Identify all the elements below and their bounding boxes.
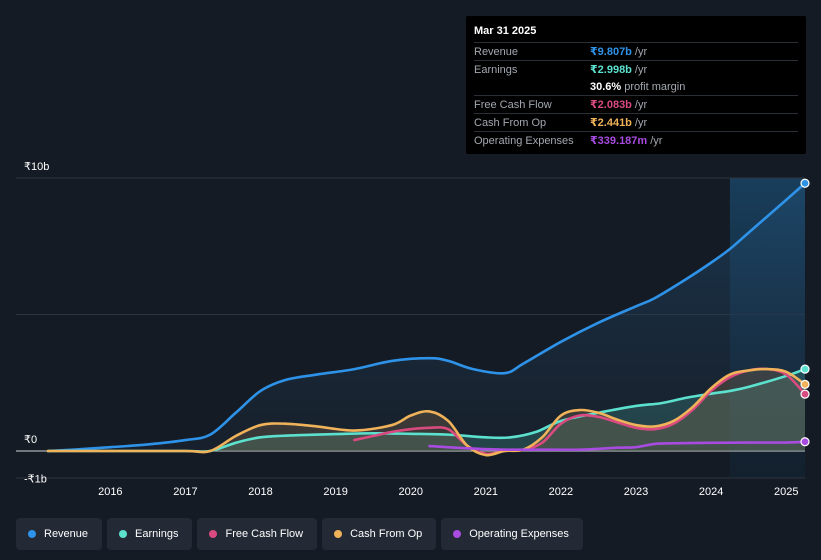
x-tick-label: 2021 (474, 486, 498, 498)
operating-expenses-line (428, 440, 807, 452)
legend-label: Cash From Op (350, 528, 423, 540)
legend-item-revenue[interactable]: Revenue (16, 518, 103, 550)
legend-label: Free Cash Flow (225, 528, 304, 540)
tooltip-value: ₹2.083b (590, 99, 632, 111)
legend-item-cash-from-op[interactable]: Cash From Op (322, 518, 437, 550)
x-tick-label: 2016 (98, 486, 122, 498)
revenue-end-point (800, 178, 810, 188)
legend-item-free-cash-flow[interactable]: Free Cash Flow (197, 518, 318, 550)
tooltip-row-revenue: Revenue ₹9.807b /yr (474, 42, 798, 60)
operating-expenses-end-point (800, 437, 810, 447)
x-tick-label: 2022 (549, 486, 573, 498)
legend-item-operating-expenses[interactable]: Operating Expenses (441, 518, 583, 550)
tooltip-value: 30.6% (590, 80, 622, 93)
tooltip-unit: profit margin (624, 80, 686, 93)
tooltip-unit: /yr (634, 45, 648, 58)
earnings-line (46, 367, 807, 453)
legend: Revenue Earnings Free Cash Flow Cash Fro… (16, 518, 583, 550)
tooltip-label: Operating Expenses (474, 134, 574, 147)
revenue-line (46, 181, 807, 453)
x-tick-label: 2023 (624, 486, 648, 498)
earnings-area (48, 369, 805, 452)
tooltip-unit: /yr (634, 116, 648, 129)
x-tick-label: 2024 (699, 486, 723, 498)
tooltip-value: ₹9.807b (590, 46, 632, 58)
x-tick-label: 2017 (173, 486, 197, 498)
revenue-area (48, 183, 805, 451)
earnings-end-point (800, 364, 810, 374)
tooltip-unit: /yr (650, 134, 663, 147)
tooltip-label: Cash From Op (474, 116, 547, 129)
legend-dot-icon (453, 530, 462, 538)
tooltip-unit: /yr (634, 98, 648, 111)
legend-label: Earnings (135, 528, 179, 540)
tooltip-date: Mar 31 2025 (474, 25, 537, 37)
chart: ₹10b ₹0 -₹1b 2016 2017 2018 2019 2020 2021 2022 20… (16, 161, 810, 498)
y-tick-label: ₹10b (24, 161, 49, 173)
x-tick-label: 2025 (774, 486, 798, 498)
legend-dot-icon (334, 530, 343, 538)
legend-dot-icon (119, 530, 128, 538)
x-tick-label: 2018 (248, 486, 272, 498)
legend-label: Revenue (44, 528, 89, 540)
tooltip-value: ₹2.441b (590, 117, 632, 129)
tooltip-row-operating-expenses: Operating Expenses ₹339.187m /yr (474, 131, 798, 149)
tooltip-value: ₹339.187m (590, 135, 648, 147)
tooltip-label: Free Cash Flow (474, 98, 552, 111)
tooltip-row-earnings: Earnings ₹2.998b /yr (474, 60, 798, 78)
cash-from-op-end-point (800, 379, 810, 389)
free-cash-flow-end-point (800, 389, 810, 399)
legend-dot-icon (209, 530, 218, 538)
tooltip: Mar 31 2025 Revenue ₹9.807b /yr Earnings… (466, 16, 806, 154)
legend-item-earnings[interactable]: Earnings (107, 518, 193, 550)
legend-label: Operating Expenses (469, 528, 569, 540)
y-tick-label: -₹1b (24, 473, 47, 485)
tooltip-label: Earnings (474, 63, 518, 76)
legend-dot-icon (28, 530, 36, 538)
tooltip-row-free-cash-flow: Free Cash Flow ₹2.083b /yr (474, 95, 798, 113)
free-cash-flow-line (353, 367, 807, 456)
tooltip-unit: /yr (634, 63, 648, 76)
tooltip-label: Revenue (474, 45, 519, 58)
tooltip-row-cash-from-op: Cash From Op ₹2.441b /yr (474, 113, 798, 131)
tooltip-row-profit-margin: 30.6% profit margin (474, 78, 798, 95)
x-tick-label: 2019 (323, 486, 347, 498)
y-tick-label: ₹0 (24, 434, 37, 446)
x-tick-label: 2020 (398, 486, 422, 498)
tooltip-value: ₹2.998b (590, 64, 632, 76)
